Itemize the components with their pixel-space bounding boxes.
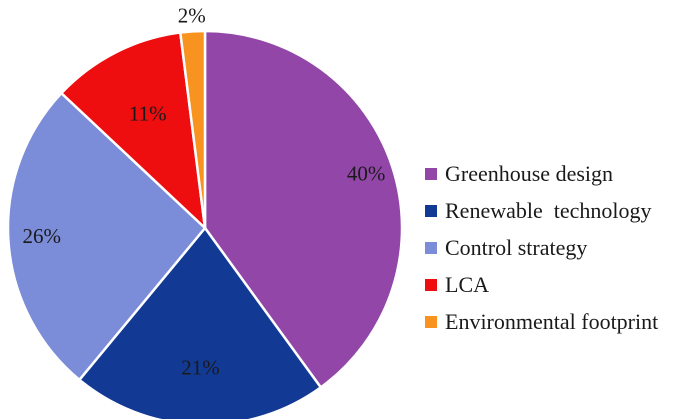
legend-label-renewable-technology: Renewable technology	[445, 197, 652, 223]
legend-label-lca: LCA	[445, 271, 489, 297]
legend-swatch-control-strategy	[425, 241, 437, 254]
legend-item-lca: LCA	[425, 266, 658, 303]
pie-slices	[6, 29, 404, 419]
pie-slice-greenhouse-design	[203, 29, 404, 390]
legend-swatch-greenhouse-design	[425, 167, 437, 180]
legend-label-environmental-footprint: Environmental footprint	[445, 308, 659, 334]
data-label-environmental-footprint: 2%	[178, 3, 206, 27]
pie-slice-lca	[59, 31, 207, 232]
legend-label-control-strategy: Control strategy	[445, 234, 588, 260]
data-label-renewable-technology: 21%	[181, 356, 220, 380]
legend-swatch-environmental-footprint	[425, 315, 437, 328]
legend-swatch-lca	[425, 278, 437, 291]
pie-data-labels: 40% 21% 26% 11% 2%	[23, 3, 386, 379]
chart-legend: Greenhouse design Renewable technology Con…	[425, 155, 658, 340]
pie-slice-control-strategy	[6, 91, 207, 382]
data-label-control-strategy: 26%	[23, 224, 62, 248]
legend-item-control-strategy: Control strategy	[425, 229, 658, 266]
legend-item-environmental-footprint: Environmental footprint	[425, 303, 658, 340]
legend-label-greenhouse-design: Greenhouse design	[445, 160, 614, 186]
legend-swatch-renewable-technology	[425, 204, 437, 217]
legend-item-greenhouse-design: Greenhouse design	[425, 155, 658, 192]
data-label-lca: 11%	[129, 102, 167, 126]
data-label-greenhouse-design: 40%	[347, 161, 386, 185]
pie-slice-environmental-footprint	[178, 29, 207, 229]
pie-slice-renewable-technology	[77, 225, 323, 419]
legend-item-renewable-technology: Renewable technology	[425, 192, 658, 229]
